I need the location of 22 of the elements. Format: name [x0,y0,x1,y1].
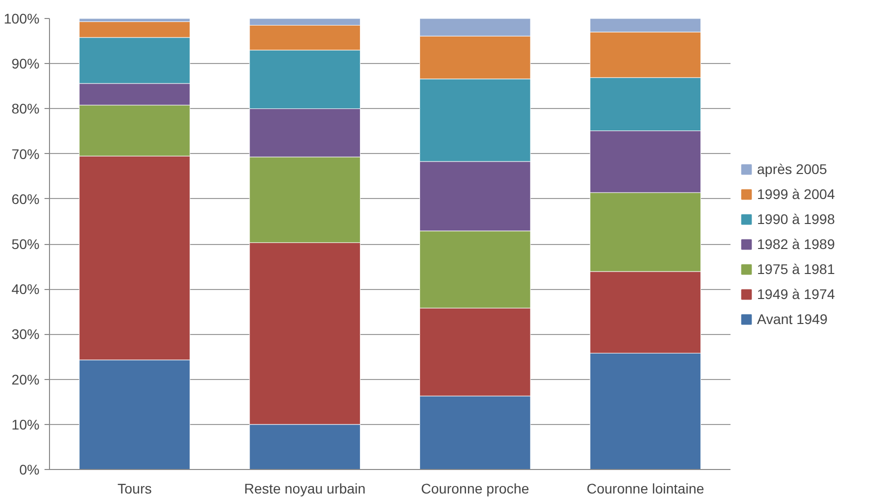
legend-label: 1949 à 1974 [757,286,835,302]
x-tick-label: Reste noyau urbain [244,480,366,496]
legend-label: 1975 à 1981 [757,260,835,276]
legend-label: 1990 à 1998 [757,210,835,226]
y-tick-label: 40% [11,281,40,298]
y-tick-label: 60% [11,190,40,207]
y-tick-label: 80% [11,100,40,117]
y-tick-label: 10% [11,416,40,432]
legend-label: Avant 1949 [757,310,828,326]
y-tick-label: 50% [11,236,40,252]
legend-label: après 2005 [757,160,828,176]
y-tick-label: 30% [11,326,40,342]
legend-label: 1999 à 2004 [757,186,835,202]
x-tick-label: Tours [118,480,152,496]
legend-label: 1982 à 1989 [757,236,835,252]
y-tick-label: 20% [11,371,40,388]
x-tick-label: Couronne lointaine [586,480,704,496]
y-tick-label: 0% [19,462,40,478]
y-tick-label: 70% [11,146,40,162]
y-tick-label: 100% [4,10,40,26]
y-tick-label: 90% [11,56,40,72]
x-tick-label: Couronne proche [421,480,530,496]
